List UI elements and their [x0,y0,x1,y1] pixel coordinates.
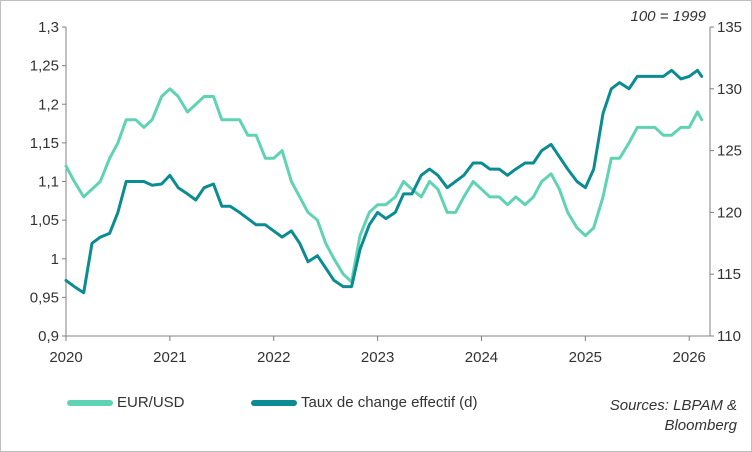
y-left-tick-label: 0,95 [30,289,59,306]
y-right-tick-label: 125 [717,143,742,160]
index-base-note: 100 = 1999 [630,8,707,25]
legend-swatch-effective [251,399,297,406]
y-left-tick-label: 1,1 [38,174,59,191]
x-tick-label: 2022 [257,349,290,366]
legend-item-effective: Taux de change effectif (d) [251,394,478,411]
y-right-tick-label: 110 [717,328,741,345]
y-right-tick-label: 120 [717,204,742,221]
y-right-tick-label: 130 [717,81,742,98]
legend-label-eurusd: EUR/USD [117,394,185,411]
y-left-tick-label: 1,2 [38,96,59,113]
source-line-2: Bloomberg [664,417,737,434]
y-right-tick-label: 115 [717,266,741,283]
y-left-tick-label: 1,15 [30,135,59,152]
series-line-eurusd [64,87,704,284]
legend-label-effective: Taux de change effectif (d) [301,394,478,411]
y-left-tick-label: 1,25 [30,58,59,75]
x-tick-label: 2020 [49,349,82,366]
y-left-tick-label: 1,3 [38,19,59,36]
series-line-effective [64,68,704,295]
x-tick-label: 2026 [673,349,706,366]
y-left-tick-label: 0,9 [38,328,59,345]
source-line-1: Sources: LBPAM & [609,397,737,414]
x-tick-label: 2023 [361,349,394,366]
y-right-tick-label: 135 [717,19,742,36]
y-left-tick-label: 1 [51,251,59,268]
legend-swatch-eurusd [67,399,113,406]
source-note: Sources: LBPAM & Bloomberg [610,396,737,436]
y-left-tick-label: 1,05 [30,212,59,229]
x-tick-label: 2024 [465,349,498,366]
x-tick-label: 2021 [153,349,186,366]
x-tick-label: 2025 [569,349,602,366]
legend-item-eurusd: EUR/USD [67,394,185,411]
